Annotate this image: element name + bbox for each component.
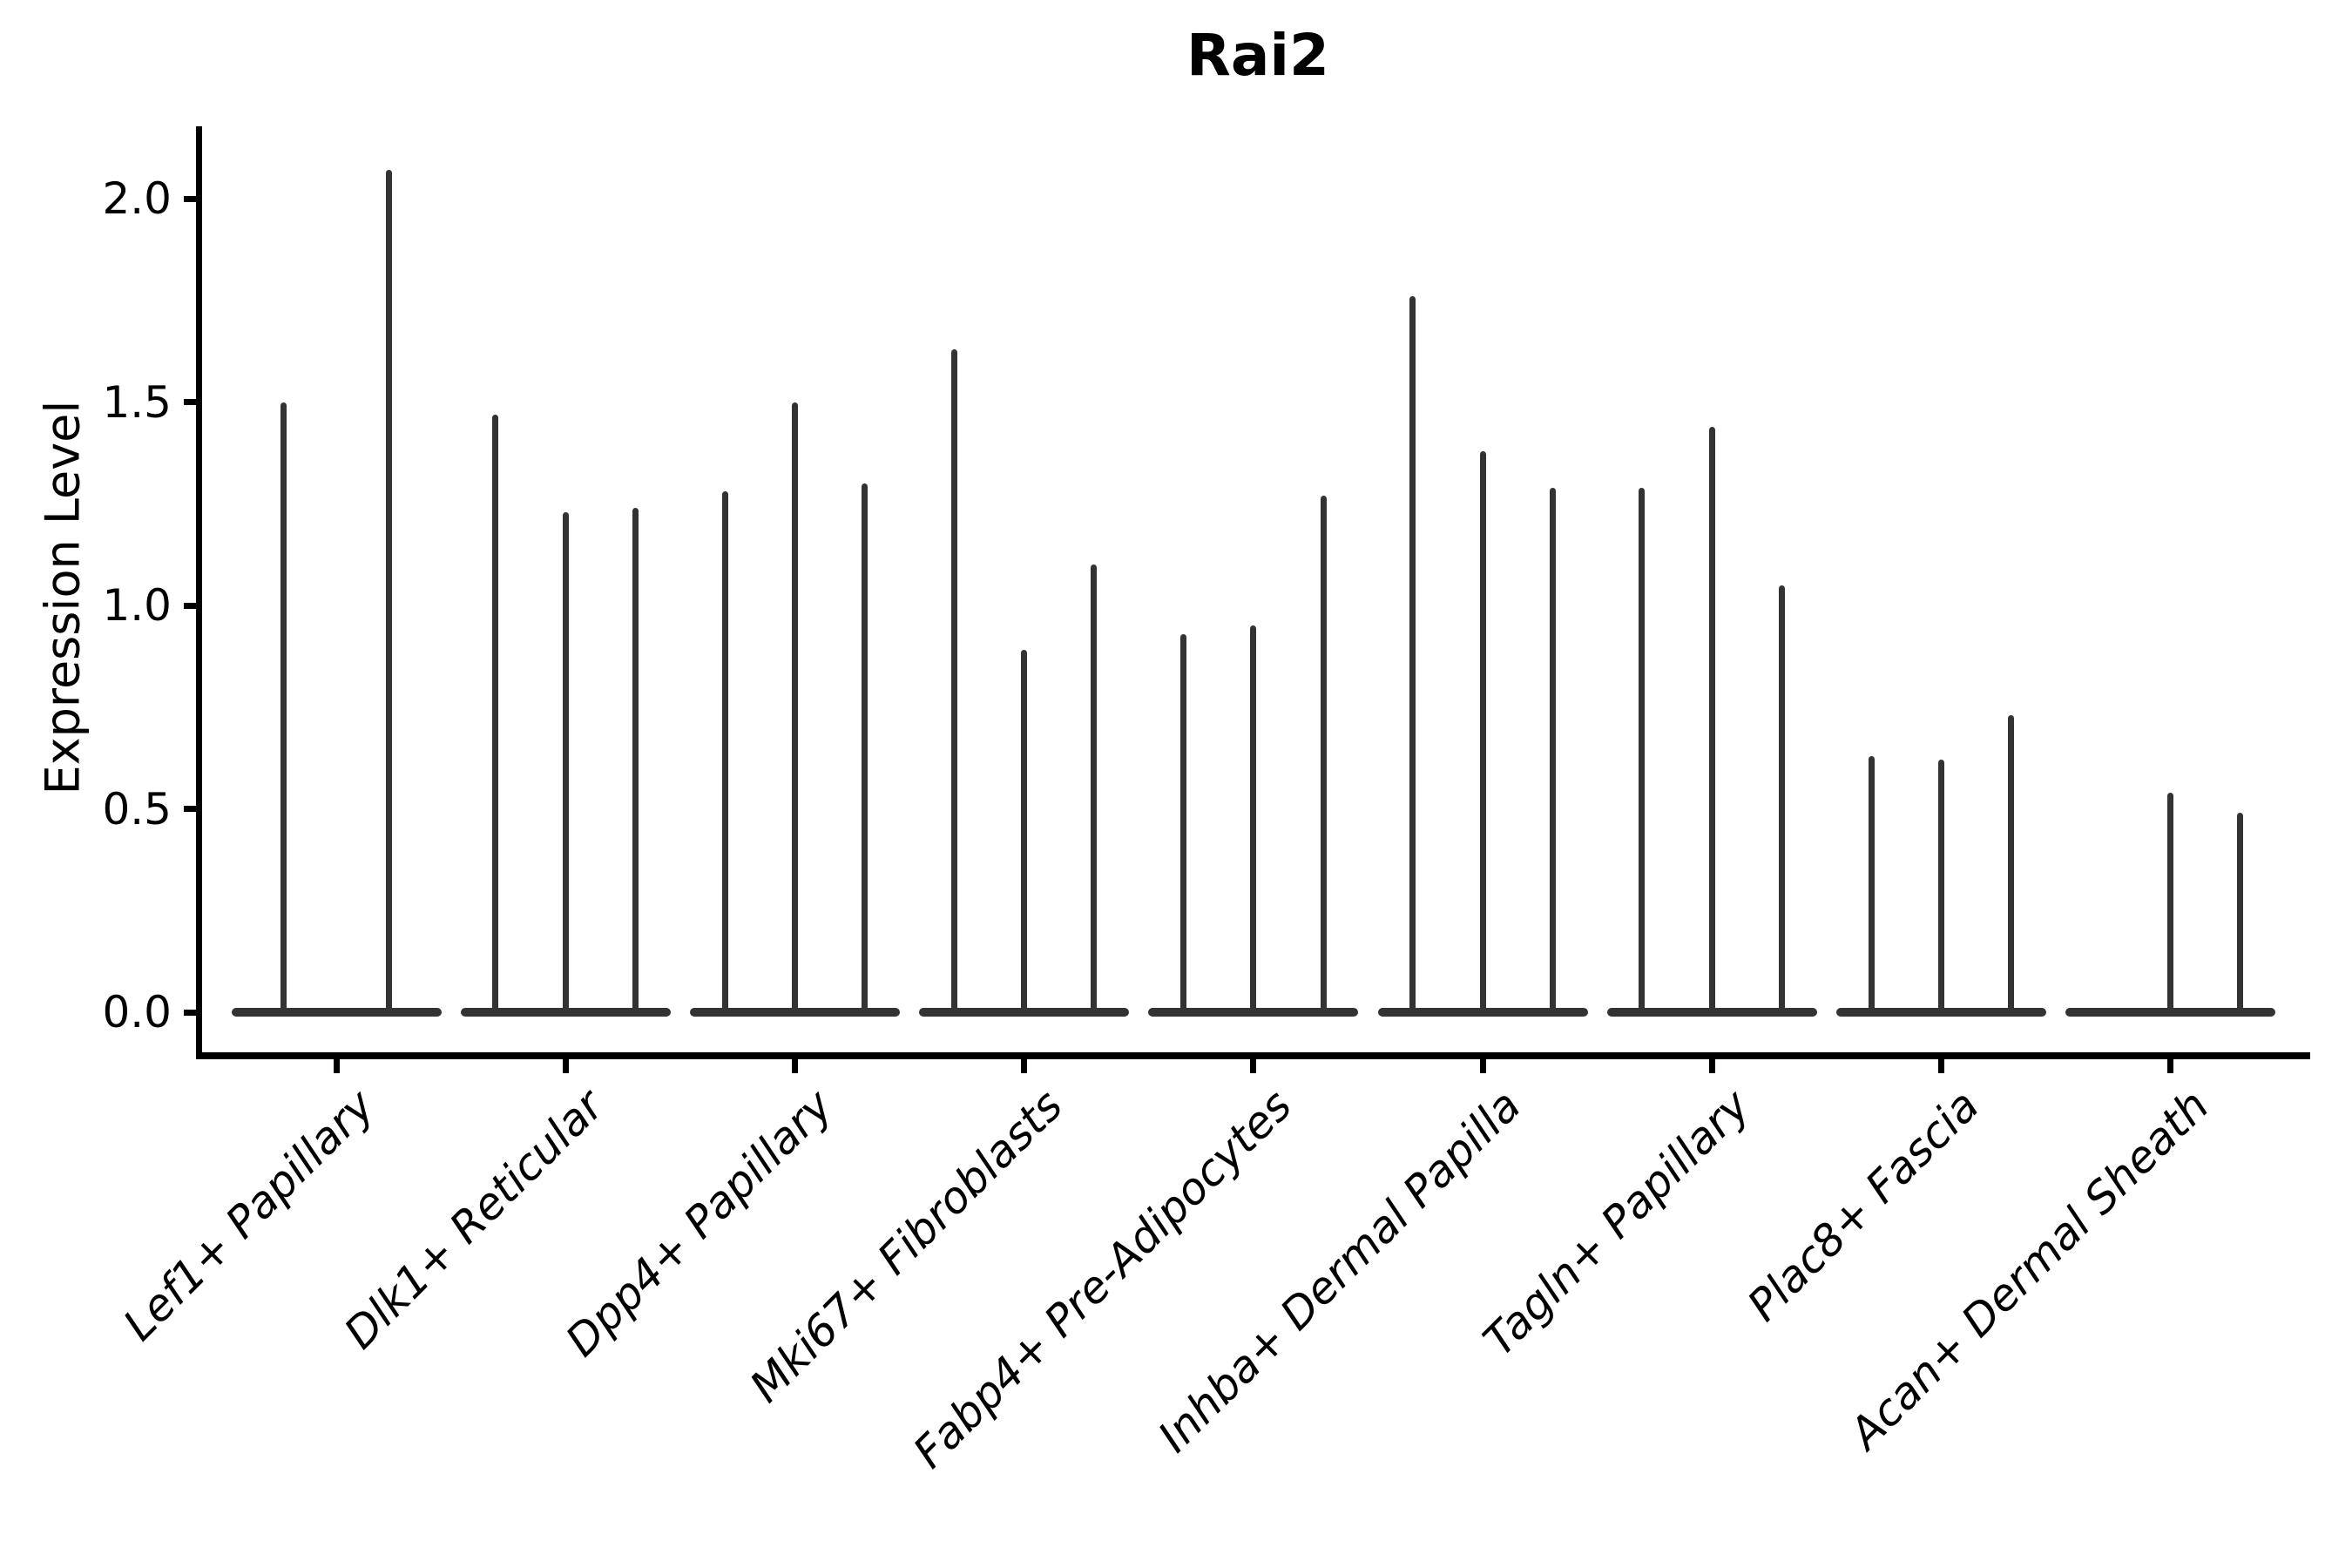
x-axis-tick	[1250, 1052, 1257, 1073]
violin-spike	[1091, 564, 1098, 1017]
y-axis-tick	[184, 399, 196, 405]
x-axis-tick	[1937, 1052, 1944, 1073]
violin-spike	[280, 402, 287, 1017]
violin-spike	[2237, 813, 2244, 1017]
violin-spike	[1021, 650, 1028, 1017]
y-axis-tick	[184, 195, 196, 202]
violin-spike	[1708, 426, 1715, 1017]
x-axis-tick	[1708, 1052, 1715, 1073]
chart-title: Rai2	[1186, 22, 1329, 89]
x-axis-tick	[2167, 1052, 2174, 1073]
y-axis-tick	[184, 602, 196, 609]
violin-spike	[2167, 792, 2174, 1017]
x-tick-label: Lef1+ Papillary	[113, 1079, 384, 1351]
violin-spike	[492, 414, 499, 1017]
violin-spike	[1479, 450, 1486, 1017]
y-axis-tick	[184, 1009, 196, 1016]
y-tick-label: 0.0	[102, 987, 172, 1037]
violin-spike	[862, 483, 868, 1017]
violin-spike	[1868, 755, 1875, 1017]
y-tick-label: 1.5	[102, 376, 172, 428]
violin-spike	[1250, 625, 1257, 1017]
x-axis-tick	[791, 1052, 798, 1073]
violin-spike	[632, 507, 639, 1017]
violin-spike	[2008, 715, 2015, 1017]
x-axis-tick	[333, 1052, 340, 1073]
y-tick-label: 0.5	[102, 783, 172, 835]
y-tick-label: 1.0	[102, 580, 172, 631]
x-tick-label: Plac8+ Fascia	[1738, 1079, 1990, 1331]
violin-spike	[385, 170, 392, 1017]
x-axis-tick	[1479, 1052, 1486, 1073]
violin-spike	[562, 511, 569, 1017]
y-axis-spine	[196, 126, 202, 1059]
violin-spike	[1779, 585, 1786, 1017]
violin-spike	[721, 491, 728, 1017]
violin-spike	[1937, 760, 1944, 1017]
y-tick-label: 2.0	[102, 173, 172, 224]
x-axis-tick	[562, 1052, 569, 1073]
violin-spike	[791, 402, 798, 1017]
violin-spike	[1179, 633, 1186, 1017]
violin-spike	[1320, 495, 1327, 1017]
violin-body	[231, 1008, 442, 1017]
violin-spike	[1639, 487, 1646, 1017]
x-axis-tick	[1021, 1052, 1028, 1073]
y-axis-tick	[184, 806, 196, 812]
violin-spike	[1549, 487, 1556, 1017]
x-tick-label: Fabp4+ Pre-Adipocytes	[903, 1079, 1301, 1478]
violin-spike	[1409, 296, 1416, 1017]
violin-spike	[950, 348, 957, 1017]
